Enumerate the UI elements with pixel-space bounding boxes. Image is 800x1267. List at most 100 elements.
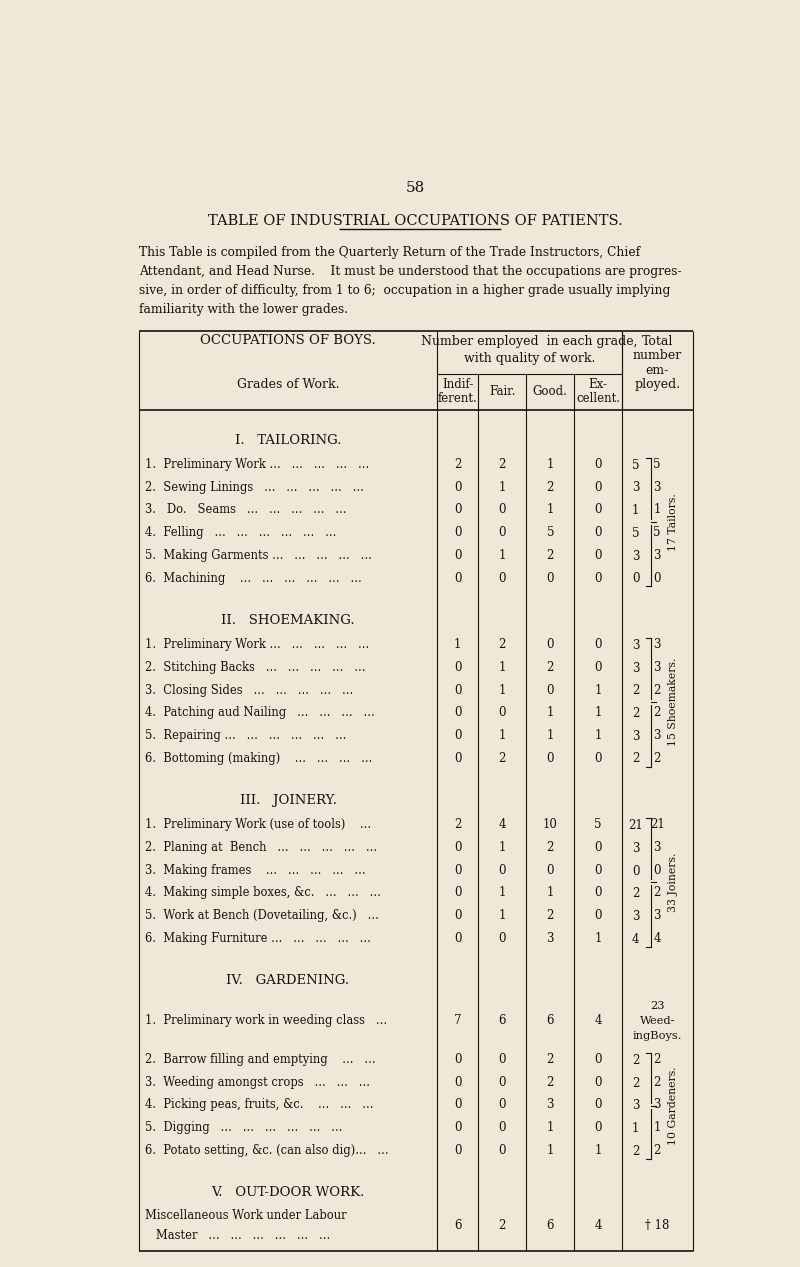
- Text: 0: 0: [632, 864, 639, 878]
- Text: with quality of work.: with quality of work.: [464, 352, 595, 365]
- Text: 0: 0: [546, 684, 554, 697]
- Text: Ex-: Ex-: [589, 378, 607, 390]
- Text: 1.  Preliminary work in weeding class   ...: 1. Preliminary work in weeding class ...: [145, 1015, 387, 1028]
- Text: 1: 1: [454, 639, 462, 651]
- Text: 7: 7: [454, 1015, 462, 1028]
- Text: TABLE OF INDUSTRIAL OCCUPATIONS OF PATIENTS.: TABLE OF INDUSTRIAL OCCUPATIONS OF PATIE…: [209, 214, 623, 228]
- Text: 0: 0: [654, 864, 661, 877]
- Text: 0: 0: [454, 526, 462, 540]
- Text: 2: 2: [654, 684, 661, 697]
- Text: Miscellaneous Work under Labour: Miscellaneous Work under Labour: [145, 1209, 346, 1223]
- Text: number: number: [633, 350, 682, 362]
- Text: 21: 21: [628, 818, 643, 832]
- Text: 4.  Making simple boxes, &c.   ...   ...   ...: 4. Making simple boxes, &c. ... ... ...: [145, 887, 381, 900]
- Text: 0: 0: [632, 573, 639, 585]
- Text: 1: 1: [546, 1121, 554, 1134]
- Text: 1: 1: [498, 729, 506, 742]
- Text: 0: 0: [546, 571, 554, 584]
- Text: 1: 1: [594, 684, 602, 697]
- Text: 0: 0: [594, 457, 602, 471]
- Text: 0: 0: [498, 1121, 506, 1134]
- Text: 0: 0: [454, 571, 462, 584]
- Text: 0: 0: [454, 1121, 462, 1134]
- Text: 0: 0: [498, 1144, 506, 1157]
- Text: 1: 1: [594, 706, 602, 720]
- Text: 1: 1: [546, 457, 554, 471]
- Text: 0: 0: [498, 503, 506, 517]
- Text: 2: 2: [546, 480, 554, 494]
- Text: 2.  Sewing Linings   ...   ...   ...   ...   ...: 2. Sewing Linings ... ... ... ... ...: [145, 480, 364, 494]
- Text: 0: 0: [546, 639, 554, 651]
- Text: 2: 2: [546, 841, 554, 854]
- Text: 3: 3: [632, 481, 639, 494]
- Text: 0: 0: [594, 1053, 602, 1066]
- Text: 1: 1: [498, 887, 506, 900]
- Text: 2: 2: [632, 707, 639, 720]
- Text: 1: 1: [546, 729, 554, 742]
- Text: 3: 3: [546, 1098, 554, 1111]
- Text: 1: 1: [498, 841, 506, 854]
- Text: 2: 2: [654, 887, 661, 900]
- Text: 0: 0: [594, 887, 602, 900]
- Text: Total: Total: [642, 334, 673, 347]
- Text: 2: 2: [654, 751, 661, 765]
- Text: 1: 1: [498, 480, 506, 494]
- Text: 5: 5: [654, 457, 661, 471]
- Text: 10 Gardeners.: 10 Gardeners.: [668, 1067, 678, 1145]
- Text: 0: 0: [454, 751, 462, 765]
- Text: Grades of Work.: Grades of Work.: [237, 378, 339, 390]
- Text: 2: 2: [654, 1053, 661, 1066]
- Text: 2: 2: [546, 1076, 554, 1088]
- Text: 0: 0: [546, 751, 554, 765]
- Text: 2: 2: [632, 1144, 639, 1158]
- Text: 0: 0: [498, 706, 506, 720]
- Text: 5: 5: [546, 526, 554, 540]
- Text: 2: 2: [498, 1219, 506, 1233]
- Text: 3: 3: [654, 639, 661, 651]
- Text: 0: 0: [454, 910, 462, 922]
- Text: 0: 0: [454, 1076, 462, 1088]
- Text: 3.  Closing Sides   ...   ...   ...   ...   ...: 3. Closing Sides ... ... ... ... ...: [145, 684, 354, 697]
- Text: 3.  Weeding amongst crops   ...   ...   ...: 3. Weeding amongst crops ... ... ...: [145, 1076, 370, 1088]
- Text: 0: 0: [454, 1144, 462, 1157]
- Text: 2: 2: [632, 684, 639, 697]
- Text: 0: 0: [498, 1053, 506, 1066]
- Text: 6: 6: [498, 1015, 506, 1028]
- Text: 4.  Picking peas, fruits, &c.    ...   ...   ...: 4. Picking peas, fruits, &c. ... ... ...: [145, 1098, 374, 1111]
- Text: IV.   GARDENING.: IV. GARDENING.: [226, 974, 350, 987]
- Text: 3.   Do.   Seams   ...   ...   ...   ...   ...: 3. Do. Seams ... ... ... ... ...: [145, 503, 346, 517]
- Text: 0: 0: [594, 639, 602, 651]
- Text: 3: 3: [654, 480, 661, 494]
- Text: 3: 3: [632, 1100, 639, 1112]
- Text: 3: 3: [632, 730, 639, 742]
- Text: This Table is compiled from the Quarterly Return of the Trade Instructors, Chief: This Table is compiled from the Quarterl…: [138, 246, 640, 258]
- Text: 1.  Preliminary Work ...   ...   ...   ...   ...: 1. Preliminary Work ... ... ... ... ...: [145, 639, 370, 651]
- Text: 23: 23: [650, 1001, 665, 1011]
- Text: 4: 4: [594, 1015, 602, 1028]
- Text: 1: 1: [654, 503, 661, 517]
- Text: 3.  Making frames    ...   ...   ...   ...   ...: 3. Making frames ... ... ... ... ...: [145, 864, 366, 877]
- Text: 0: 0: [498, 526, 506, 540]
- Text: 4.  Felling   ...   ...   ...   ...   ...   ...: 4. Felling ... ... ... ... ... ...: [145, 526, 336, 540]
- Text: 0: 0: [454, 503, 462, 517]
- Text: 2: 2: [654, 706, 661, 720]
- Text: 0: 0: [454, 706, 462, 720]
- Text: 5: 5: [594, 818, 602, 831]
- Text: 0: 0: [594, 751, 602, 765]
- Text: Good.: Good.: [533, 385, 568, 398]
- Text: 0: 0: [454, 684, 462, 697]
- Text: familiarity with the lower grades.: familiarity with the lower grades.: [138, 303, 348, 315]
- Text: 0: 0: [498, 1098, 506, 1111]
- Text: † 18: † 18: [645, 1219, 670, 1233]
- Text: 0: 0: [454, 887, 462, 900]
- Text: 1: 1: [632, 1123, 639, 1135]
- Text: V.   OUT-DOOR WORK.: V. OUT-DOOR WORK.: [211, 1186, 365, 1200]
- Text: em-: em-: [646, 364, 669, 376]
- Text: 1: 1: [594, 933, 602, 945]
- Text: III.   JOINERY.: III. JOINERY.: [239, 794, 336, 807]
- Text: 2.  Barrow filling and emptying    ...   ...: 2. Barrow filling and emptying ... ...: [145, 1053, 375, 1066]
- Text: 2: 2: [454, 818, 462, 831]
- Text: 2: 2: [498, 457, 506, 471]
- Text: 1: 1: [594, 729, 602, 742]
- Text: 3: 3: [654, 841, 661, 854]
